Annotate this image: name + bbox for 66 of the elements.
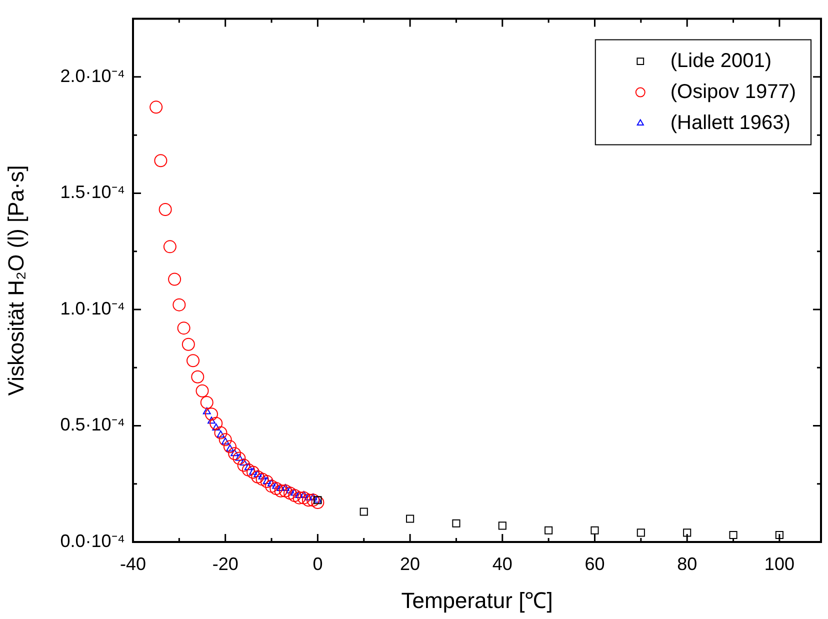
x-tick-label: 80	[677, 554, 698, 574]
point	[232, 452, 246, 465]
point	[311, 496, 324, 509]
point	[452, 519, 460, 528]
point	[283, 486, 296, 500]
point	[302, 494, 315, 507]
point	[270, 482, 283, 496]
point	[237, 458, 250, 472]
point	[172, 298, 186, 312]
point	[265, 480, 278, 493]
point	[218, 433, 232, 446]
legend-label: (Osipov 1977)	[670, 80, 796, 103]
point	[186, 354, 200, 368]
point	[278, 484, 292, 498]
y-axis-title: Viskosität H₂O (l) [Pa·s]	[3, 165, 28, 396]
y-tick-label: 2.0·10⁻⁴	[60, 66, 125, 86]
point	[775, 530, 784, 540]
point	[683, 528, 692, 537]
x-tick-label: 60	[584, 554, 605, 574]
point	[260, 475, 274, 488]
point	[498, 522, 506, 530]
x-tick-label: 0	[312, 554, 323, 574]
point	[210, 416, 223, 430]
point	[242, 463, 255, 476]
point	[274, 484, 288, 498]
point	[306, 494, 320, 507]
point	[288, 488, 302, 502]
point	[191, 370, 204, 384]
point	[204, 408, 218, 421]
point	[636, 528, 645, 537]
point	[256, 472, 269, 486]
point	[544, 526, 553, 534]
y-tick-label: 0.5·10⁻⁴	[60, 414, 125, 435]
x-tick-label: 20	[400, 554, 420, 574]
point	[297, 491, 310, 504]
point	[182, 338, 195, 351]
x-tick-label: 100	[764, 554, 794, 574]
point	[200, 396, 214, 409]
point	[196, 384, 209, 398]
point	[168, 272, 182, 286]
point	[246, 466, 260, 479]
point	[251, 470, 264, 484]
y-tick-label: 1.5·10⁻⁴	[60, 182, 125, 202]
point	[202, 407, 211, 414]
point	[214, 426, 228, 440]
point	[223, 440, 236, 454]
legend-label: (Lide 2001)	[670, 50, 772, 72]
point	[158, 202, 172, 216]
point	[292, 491, 306, 504]
point	[177, 322, 190, 335]
x-tick-label: -40	[120, 554, 146, 574]
point	[729, 530, 738, 540]
point	[163, 240, 176, 254]
y-tick-label: 0.0·10⁻⁴	[60, 530, 125, 551]
point	[228, 447, 242, 460]
x-tick-label: 40	[492, 554, 512, 574]
legend-label: (Hallett 1963)	[670, 112, 790, 134]
point	[208, 416, 216, 424]
y-tick-label: 1.0·10⁻⁴	[60, 298, 125, 318]
x-tick-label: -20	[212, 554, 238, 574]
x-axis-title: Temperatur [℃]	[401, 588, 553, 613]
point	[406, 514, 414, 523]
point	[590, 526, 599, 534]
point	[150, 100, 163, 114]
point	[154, 154, 168, 168]
point	[360, 508, 368, 516]
